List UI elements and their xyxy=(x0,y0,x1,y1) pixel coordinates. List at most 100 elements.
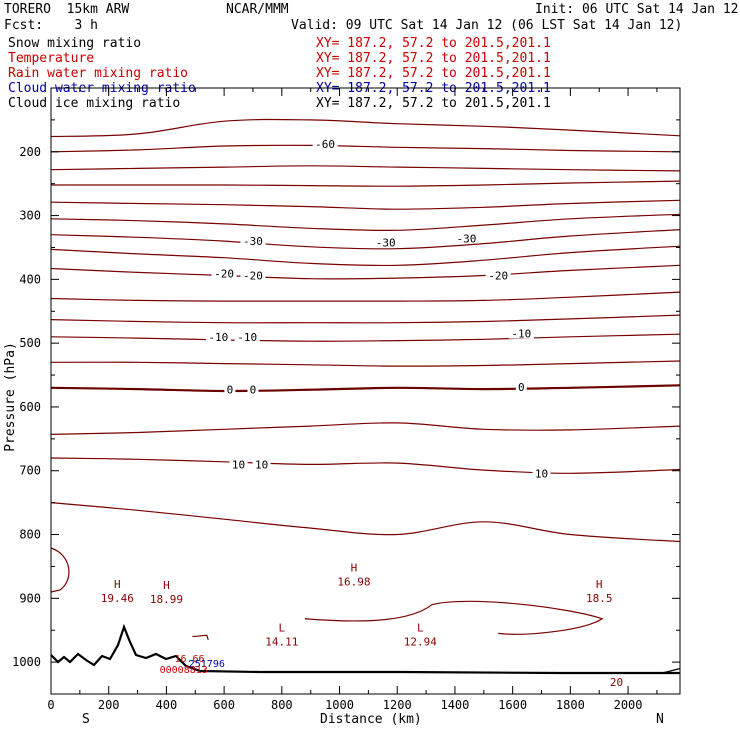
contour-label: 20 xyxy=(610,676,623,689)
contour-label: -10 xyxy=(237,331,257,344)
y-axis-label: Pressure (hPa) xyxy=(3,342,18,452)
contour-label-bg xyxy=(312,137,338,150)
y-tick-label: 600 xyxy=(19,400,41,414)
isotherm-low-closed xyxy=(304,600,604,635)
isotherm-line xyxy=(50,213,681,231)
contour-label-bg xyxy=(234,329,260,342)
x-tick-label: 1600 xyxy=(498,698,527,712)
contour-label-bg xyxy=(485,268,511,281)
isotherm-line xyxy=(50,180,681,187)
y-tick-label: 900 xyxy=(19,591,41,605)
valid-time: Valid: 09 UTC Sat 14 Jan 12 (06 LST Sat … xyxy=(291,18,683,33)
y-tick-label: 800 xyxy=(19,528,41,542)
extremum-marker: L xyxy=(417,621,424,634)
contour-label: -30 xyxy=(376,236,396,249)
small-label: 251796 xyxy=(189,659,225,670)
contour-label-bg xyxy=(229,457,248,470)
model-title: TORERO 15km ARW xyxy=(4,2,130,17)
y-tick-label: 300 xyxy=(19,209,41,223)
isotherm-line xyxy=(50,384,681,393)
contour-label-bg xyxy=(205,329,231,342)
isotherm-line xyxy=(50,422,681,435)
contour-label-bg xyxy=(240,234,266,247)
extremum-value: 16.98 xyxy=(337,575,370,588)
field-cloud-ice: Cloud ice mixing ratio xyxy=(8,96,181,111)
contour-label-bg xyxy=(252,457,271,470)
isotherm-line xyxy=(50,144,681,153)
isotherm-line xyxy=(50,229,681,250)
terrain-line xyxy=(50,623,680,675)
contour-label: 0 xyxy=(518,381,525,394)
small-label: 16.66 xyxy=(174,654,204,665)
plot-frame xyxy=(50,87,681,695)
isotherm-line xyxy=(50,457,681,474)
isotherm-left-closed xyxy=(50,547,70,593)
contour-label: -20 xyxy=(214,268,234,281)
small-label: 00008813 xyxy=(160,665,208,676)
contour-label-bg xyxy=(224,382,236,395)
field-snow: Snow mixing ratio xyxy=(8,36,142,51)
contour-label: -20 xyxy=(488,270,508,283)
contour-label-bg xyxy=(240,268,266,281)
extremum-value: 19.46 xyxy=(101,592,134,605)
x-tick-label: 1800 xyxy=(556,698,585,712)
contour-label-bg xyxy=(453,231,479,244)
endpoint-south: S xyxy=(82,712,90,727)
endpoint-north: N xyxy=(656,712,664,727)
field-rain-xy: XY= 187.2, 57.2 to 201.5,201.1 xyxy=(316,66,551,81)
contour-label: 10 xyxy=(255,458,268,471)
extremum-marker: H xyxy=(351,561,358,574)
field-temperature-xy: XY= 187.2, 57.2 to 201.5,201.1 xyxy=(316,51,551,66)
contour-label-bg xyxy=(508,326,534,339)
contour-label: -20 xyxy=(243,270,263,283)
contour-label-bg xyxy=(247,382,259,395)
x-tick-label: 800 xyxy=(271,698,293,712)
contour-label: 0 xyxy=(250,384,257,397)
y-tick-label: 400 xyxy=(19,272,41,286)
contour-label: -10 xyxy=(208,331,228,344)
y-tick-label: 1000 xyxy=(12,655,41,669)
isotherm-line xyxy=(50,118,681,138)
extremum-marker: H xyxy=(163,579,170,592)
init-time: Init: 06 UTC Sat 14 Jan 12 xyxy=(535,2,739,17)
y-tick-label: 200 xyxy=(19,145,41,159)
contour-label-bg xyxy=(211,266,237,279)
y-tick-label: 700 xyxy=(19,464,41,478)
contour-label: 10 xyxy=(535,467,548,480)
contour-label: 10 xyxy=(232,458,245,471)
isotherm-line xyxy=(50,502,681,543)
isotherm-line xyxy=(50,264,681,280)
field-temperature: Temperature xyxy=(8,51,95,66)
x-tick-label: 0 xyxy=(47,698,54,712)
x-axis-label: Distance (km) xyxy=(320,712,422,727)
x-tick-label: 1400 xyxy=(440,698,469,712)
contour-label: -10 xyxy=(511,328,531,341)
terrain-outline xyxy=(51,627,680,694)
field-rain: Rain water mixing ratio xyxy=(8,66,189,81)
isotherm-line xyxy=(50,360,681,367)
extremum-value: 18.99 xyxy=(150,593,183,606)
isotherm-line xyxy=(50,291,681,302)
contour-label: -30 xyxy=(243,235,263,248)
isotherm-line xyxy=(50,314,681,324)
x-tick-label: 1200 xyxy=(383,698,412,712)
extremum-value: 18.5 xyxy=(586,592,613,605)
contour-label-bg xyxy=(532,466,551,479)
x-tick-label: 400 xyxy=(156,698,178,712)
center-label: NCAR/MMM xyxy=(226,2,289,17)
isotherm-line xyxy=(50,333,681,342)
extremum-marker: H xyxy=(114,578,121,591)
extremum-value: 14.11 xyxy=(265,635,298,648)
contour-label-bg xyxy=(515,380,527,393)
x-tick-label: 600 xyxy=(213,698,235,712)
contour-label: -30 xyxy=(457,233,477,246)
isotherm-line xyxy=(50,199,681,210)
field-snow-xy: XY= 187.2, 57.2 to 201.5,201.1 xyxy=(316,36,551,51)
extremum-value: 12.94 xyxy=(404,635,437,648)
contour-label-bg xyxy=(373,235,399,248)
y-tick-label: 500 xyxy=(19,336,41,350)
field-cloud-ice-xy: XY= 187.2, 57.2 to 201.5,201.1 xyxy=(316,96,551,111)
small-contour xyxy=(192,634,209,640)
extremum-marker: H xyxy=(596,578,603,591)
